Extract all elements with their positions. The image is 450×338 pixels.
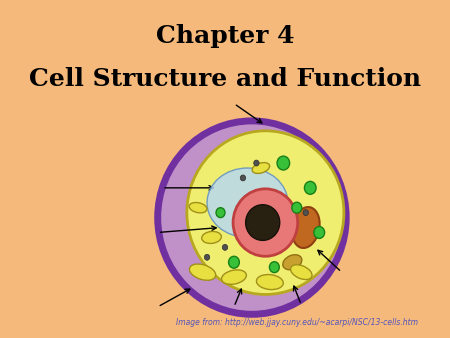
Ellipse shape [216,208,225,218]
Ellipse shape [158,121,346,314]
Ellipse shape [202,232,221,243]
Ellipse shape [270,262,279,273]
Ellipse shape [233,189,298,256]
Text: Cell Structure and Function: Cell Structure and Function [29,67,421,91]
Text: Image from: http://web.jjay.cuny.edu/~acarpi/NSC/13-cells.htm: Image from: http://web.jjay.cuny.edu/~ac… [176,318,418,327]
Ellipse shape [277,156,290,170]
Ellipse shape [187,131,344,294]
Ellipse shape [303,210,308,216]
Ellipse shape [221,270,247,284]
Ellipse shape [291,265,312,280]
Ellipse shape [283,255,302,270]
Ellipse shape [189,202,207,213]
Ellipse shape [254,160,259,166]
Ellipse shape [189,264,216,280]
Text: Chapter 4: Chapter 4 [156,24,294,48]
Ellipse shape [252,163,270,173]
Ellipse shape [229,256,239,268]
Ellipse shape [246,205,280,240]
Ellipse shape [222,244,228,250]
Ellipse shape [240,175,246,181]
Ellipse shape [314,226,324,238]
Ellipse shape [304,182,316,194]
Ellipse shape [292,207,320,248]
Ellipse shape [204,254,210,260]
Ellipse shape [292,202,302,213]
Ellipse shape [207,168,288,237]
Ellipse shape [256,274,284,290]
